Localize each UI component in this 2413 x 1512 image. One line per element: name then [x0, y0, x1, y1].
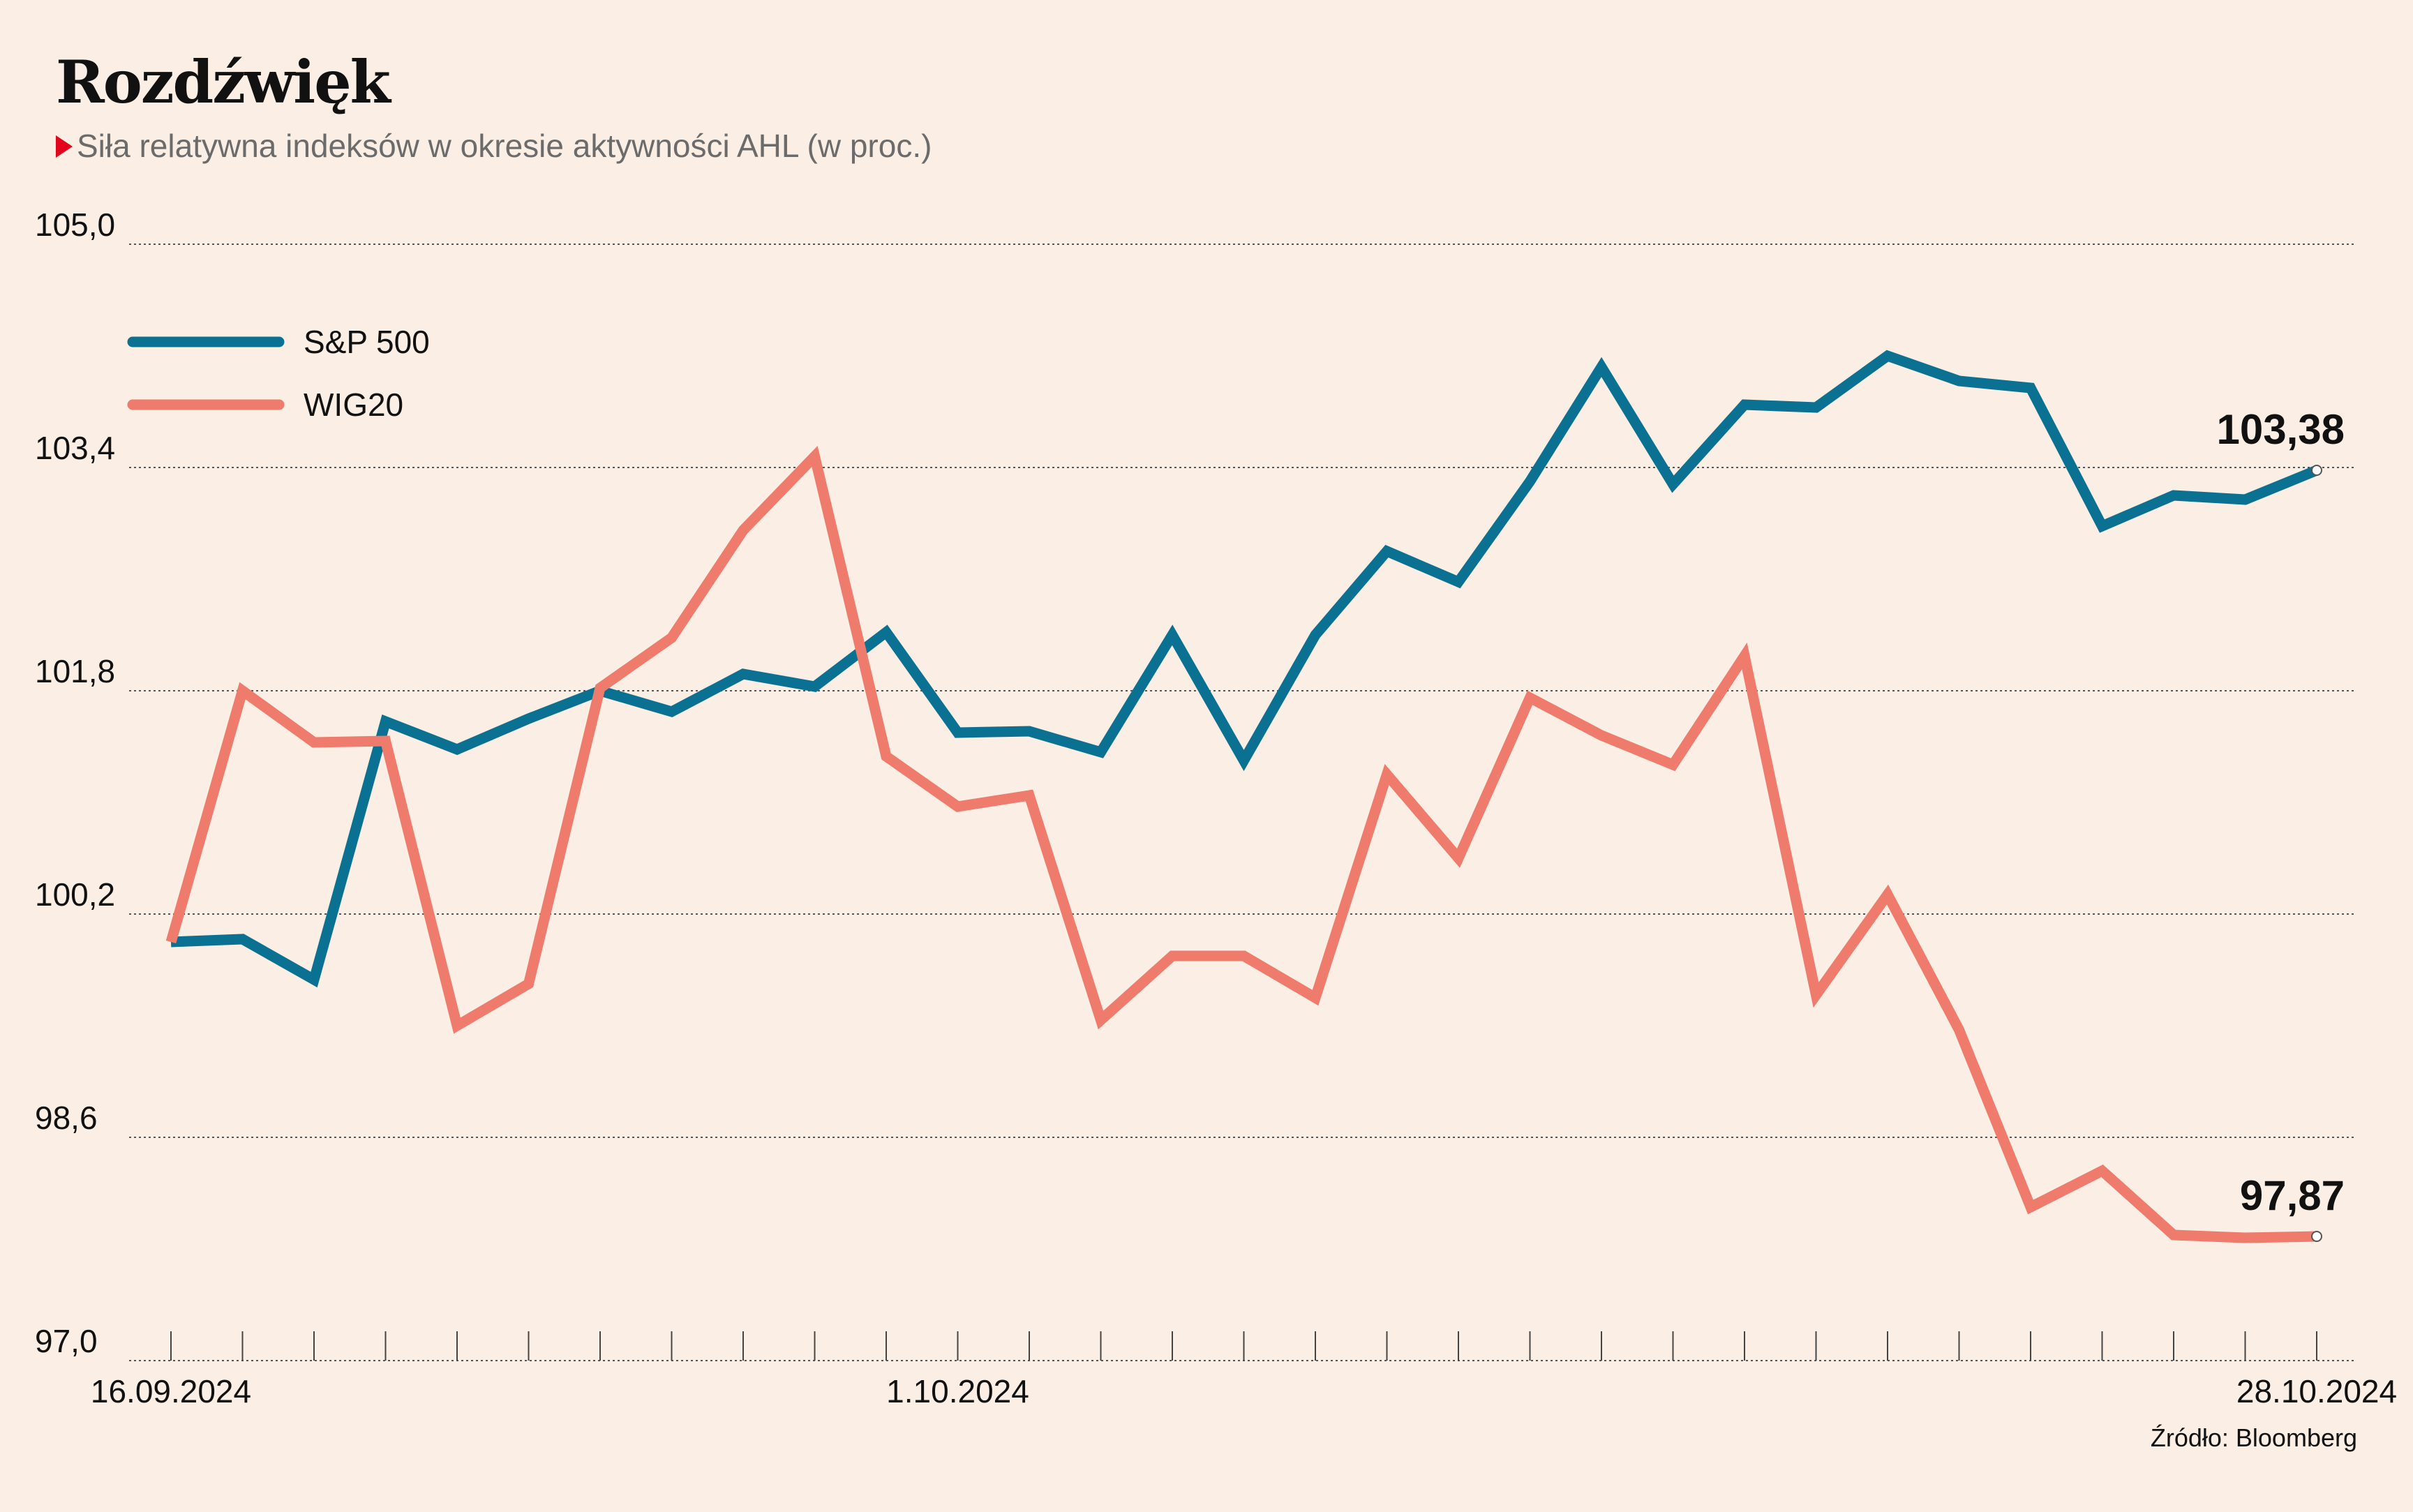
y-tick-label: 103,4 — [35, 430, 115, 466]
x-axis-ticks: 16.09.2024 1.10.2024 28.10.2024 — [91, 1331, 2397, 1409]
y-axis-ticks: 97,0 98,6 100,2 101,8 103,4 105,0 — [35, 207, 115, 1359]
x-tick-label: 16.09.2024 — [91, 1373, 251, 1409]
end-value-label: 103,38 — [2216, 406, 2345, 453]
series-line-wig20 — [165, 445, 2317, 1243]
chart-series — [165, 350, 2319, 1243]
y-tick-label: 98,6 — [35, 1100, 98, 1136]
y-tick-label: 97,0 — [35, 1323, 98, 1359]
series-line-sp500 — [170, 350, 2319, 988]
end-value-label: 97,87 — [2240, 1172, 2345, 1219]
end-point-marker — [2311, 465, 2322, 476]
y-tick-label: 100,2 — [35, 876, 115, 913]
chart-end-labels: 103,38 97,87 — [2216, 406, 2345, 1242]
source-note: Źródło: Bloomberg — [2150, 1423, 2357, 1452]
chart-subtitle: Siła relatywna indeksów w okresie aktywn… — [56, 127, 932, 165]
end-point-marker — [2311, 1231, 2322, 1242]
chart-subtitle-text: Siła relatywna indeksów w okresie aktywn… — [77, 128, 932, 164]
chart-legend: S&P 500 WIG20 — [127, 324, 430, 423]
x-tick-label: 1.10.2024 — [886, 1373, 1029, 1409]
legend-label: WIG20 — [304, 387, 403, 423]
y-tick-label: 105,0 — [35, 207, 115, 243]
triangle-marker-icon — [56, 135, 73, 158]
legend-label: S&P 500 — [304, 324, 430, 360]
y-tick-label: 101,8 — [35, 653, 115, 689]
chart-title: Rozdźwięk — [56, 47, 391, 117]
x-tick-label: 28.10.2024 — [2236, 1373, 2397, 1409]
